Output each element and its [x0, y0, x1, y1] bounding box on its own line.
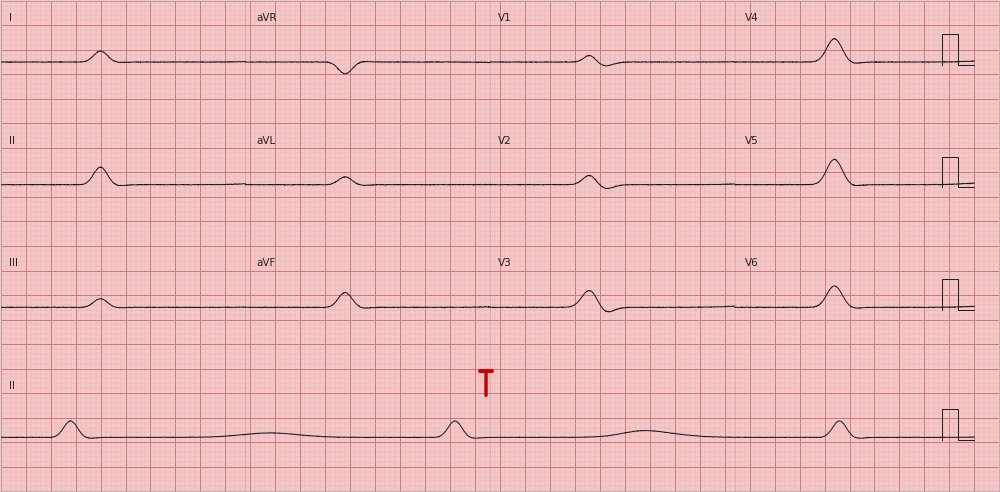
- Text: I: I: [9, 13, 12, 23]
- Text: aVL: aVL: [256, 136, 276, 146]
- Text: III: III: [9, 258, 18, 268]
- Text: V5: V5: [745, 136, 758, 146]
- Text: II: II: [9, 136, 15, 146]
- Text: aVR: aVR: [256, 13, 277, 23]
- Text: II: II: [9, 381, 15, 391]
- Text: V2: V2: [498, 136, 512, 146]
- Text: V4: V4: [745, 13, 758, 23]
- Text: aVF: aVF: [256, 258, 276, 268]
- Text: V1: V1: [498, 13, 512, 23]
- Text: V3: V3: [498, 258, 512, 268]
- Text: V6: V6: [745, 258, 758, 268]
